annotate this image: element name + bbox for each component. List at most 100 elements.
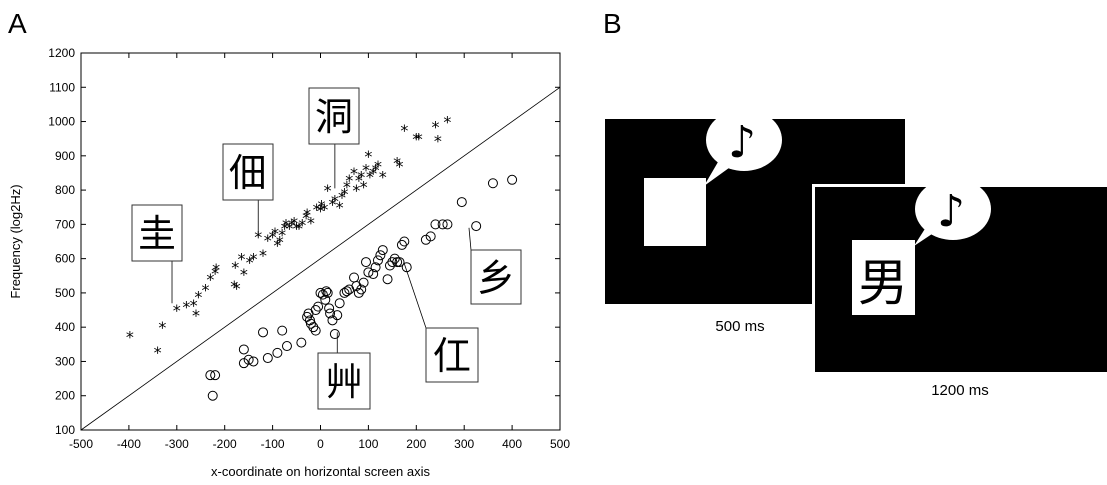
data-point-star: * [343, 178, 351, 197]
data-point-star: * [379, 167, 387, 186]
data-point-circle [317, 289, 328, 300]
x-axis-label: x-coordinate on horizontal screen axis [211, 464, 430, 479]
annotation-character: 仜 [433, 334, 471, 378]
data-point-star: * [336, 198, 344, 217]
data-point-circle [387, 257, 398, 268]
data-point-circle [315, 287, 326, 298]
annotation-leader [403, 263, 427, 329]
data-point-circle [425, 231, 436, 242]
data-point-star: * [366, 167, 374, 186]
data-point-circle [396, 239, 407, 250]
music-note-icon: ♪ [937, 186, 965, 237]
data-point-star: * [412, 130, 420, 149]
y-axis-label: Frequency (log2Hz) [8, 184, 23, 298]
data-point-star: * [415, 130, 423, 149]
data-point-circle [322, 287, 333, 298]
data-point-star: * [324, 181, 332, 200]
data-point-circle [507, 174, 518, 185]
data-point-circle [207, 390, 218, 401]
data-point-star: * [230, 277, 238, 296]
data-point-circle [310, 325, 321, 336]
data-point-circle [325, 308, 336, 319]
data-point-circle [392, 257, 403, 268]
data-point-circle [243, 354, 254, 365]
data-point-star: * [202, 280, 210, 299]
white-square [644, 178, 706, 246]
x-tick-label: 500 [550, 437, 570, 451]
data-point-star: * [364, 147, 372, 166]
annotation-box [317, 352, 371, 410]
character-glyph: 男 [858, 254, 908, 312]
data-point-star: * [206, 270, 214, 289]
data-point-circle [341, 286, 352, 297]
annotation-character: 圭 [138, 212, 176, 256]
speech-bubble-2: ♪ [914, 178, 991, 246]
annotation-box [308, 87, 360, 145]
y-tick-label: 1100 [49, 80, 75, 94]
data-point-star: * [434, 131, 442, 150]
data-point-star: * [240, 265, 248, 284]
data-point-star: * [173, 301, 181, 320]
y-tick-label: 1200 [48, 46, 75, 60]
x-tick-label: -400 [117, 437, 141, 451]
x-tick-label: 200 [406, 437, 426, 451]
data-point-circle [471, 221, 482, 232]
data-point-star: * [431, 118, 439, 137]
data-point-star: * [211, 264, 219, 283]
annotation-character: 洞 [315, 95, 353, 139]
data-point-star: * [212, 260, 220, 279]
annotation-box [131, 204, 183, 262]
data-point-star: * [307, 214, 315, 233]
y-tick-label: 500 [55, 286, 75, 300]
diagonal-line [80, 86, 561, 431]
data-point-star: * [190, 296, 198, 315]
data-point-star: * [313, 200, 321, 219]
x-tick-label: 300 [454, 437, 474, 451]
data-point-star: * [295, 219, 303, 238]
data-point-star: * [290, 214, 298, 233]
data-point-circle [321, 286, 332, 297]
y-tick-label: 400 [55, 320, 75, 334]
data-point-circle [334, 298, 345, 309]
data-point-star: * [269, 227, 277, 246]
data-point-star: * [246, 253, 254, 272]
first-duration-label: 500 ms [715, 318, 765, 335]
data-point-circle [324, 303, 335, 314]
data-point-star: * [443, 113, 451, 132]
data-point-circle [430, 219, 441, 230]
annotation-box [425, 327, 479, 383]
y-tick-label: 200 [55, 389, 75, 403]
y-tick-label: 900 [55, 149, 75, 163]
data-point-star: * [293, 219, 301, 238]
data-point-circle [272, 347, 283, 358]
data-point-circle [349, 272, 360, 283]
data-point-star: * [264, 231, 272, 250]
data-point-circle [305, 318, 316, 329]
data-point-circle [456, 197, 467, 208]
data-point-star: * [362, 161, 370, 180]
data-point-circle [308, 322, 319, 333]
data-point-circle [361, 257, 372, 268]
data-point-circle [262, 353, 273, 364]
data-point-circle [442, 219, 453, 230]
data-point-star: * [282, 215, 290, 234]
data-point-star: * [158, 318, 166, 337]
data-point-star: * [302, 209, 310, 228]
data-point-star: * [182, 298, 190, 317]
data-point-star: * [233, 279, 241, 298]
data-point-star: * [285, 219, 293, 238]
data-point-star: * [340, 185, 348, 204]
data-point-star: * [355, 171, 363, 190]
data-point-star: * [328, 195, 336, 214]
data-point-star: * [369, 164, 377, 183]
data-point-circle [382, 274, 393, 285]
x-tick-label: -300 [165, 437, 189, 451]
data-point-circle [238, 344, 249, 355]
data-point-star: * [288, 215, 296, 234]
data-point-circle [358, 277, 369, 288]
data-point-circle [296, 337, 307, 348]
data-point-circle [332, 310, 343, 321]
data-point-star: * [374, 157, 382, 176]
data-point-star: * [231, 258, 239, 277]
data-point-circle [210, 370, 221, 381]
